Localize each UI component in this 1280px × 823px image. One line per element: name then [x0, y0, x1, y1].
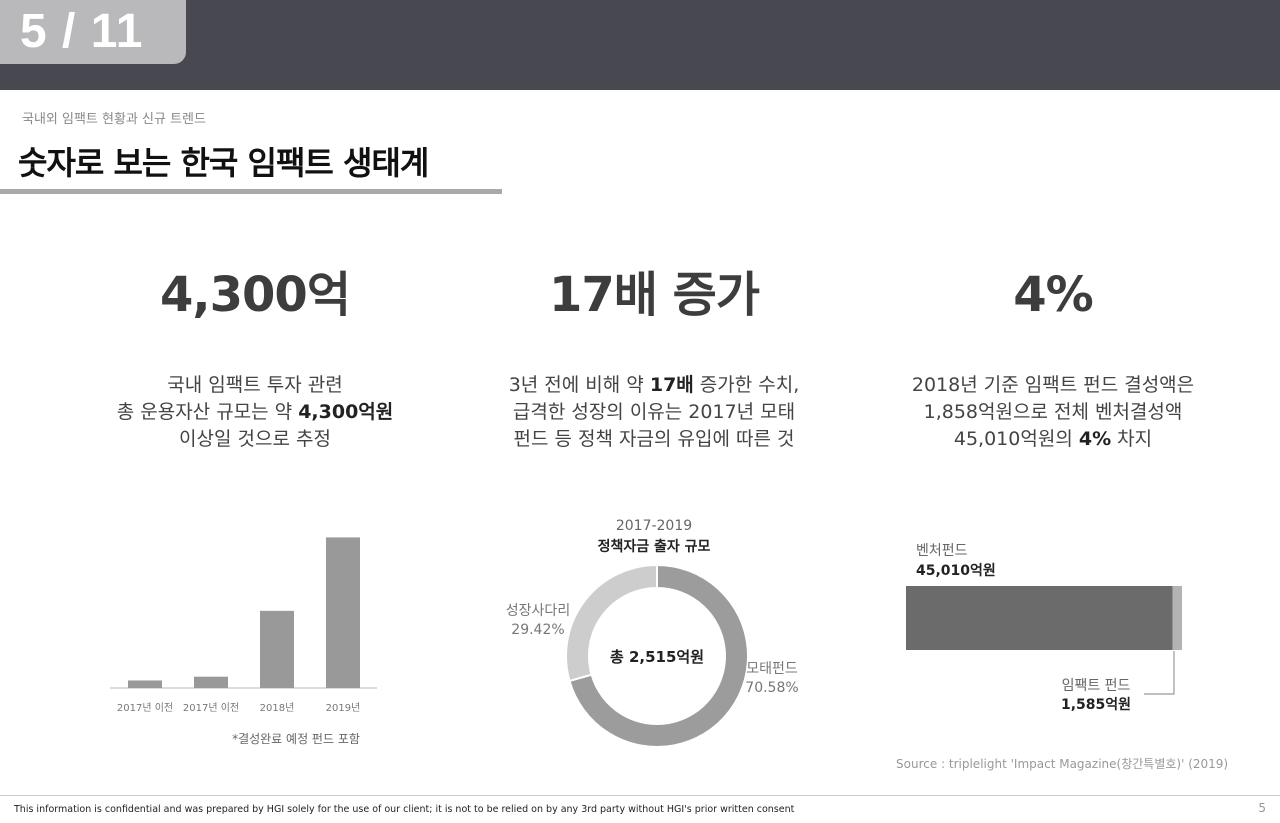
bar-category-label: 2017년 이전: [117, 702, 173, 714]
desc-line: 급격한 성장의 이유는 2017년 모태: [512, 401, 796, 423]
aum-bar-chart: 2017년 이전 2017년 이전 2018년 2019년 *결성완료 예정 펀드 포…: [110, 537, 377, 746]
title-underline: [0, 189, 502, 194]
desc-line: 1,858억원으로 전체 벤처결성액: [923, 401, 1183, 423]
bar: [194, 676, 228, 688]
policy-fund-donut-chart: 2017-2019 정책자금 출자 규모 총 2,515억원 성장사다리 29.…: [506, 518, 799, 748]
page-title: 숫자로 보는 한국 임팩트 생태계: [18, 144, 429, 182]
breadcrumb: 국내외 임팩트 현황과 신규 트렌드: [22, 112, 206, 127]
stat-column-aum: 4,300억 국내 임팩트 투자 관련 총 운용자산 규모는 약 4,300억원…: [45, 260, 465, 453]
footer-divider: [0, 795, 1280, 796]
venture-fund-value: 45,010억원: [916, 563, 996, 579]
venture-fund-name: 벤처펀드: [916, 543, 968, 559]
desc-line: 3년 전에 비해 약 17배 증가한 수치,: [508, 374, 800, 396]
desc-line: 45,010억원의 4% 차지: [953, 428, 1153, 450]
stat-headline: 17배 증가: [549, 267, 760, 323]
donut-center-label: 총 2,515억원: [610, 648, 704, 666]
bar: [326, 537, 360, 688]
donut-title: 정책자금 출자 규모: [598, 538, 711, 555]
donut-label-sadari-name: 성장사다리: [506, 603, 570, 619]
source-citation: Source : triplelight 'Impact Magazine(창간…: [896, 757, 1229, 771]
top-bar: [0, 0, 1280, 90]
stat-description: 국내 임팩트 투자 관련 총 운용자산 규모는 약 4,300억원 이상일 것으…: [45, 372, 465, 453]
donut-slice: [568, 563, 749, 748]
donut-slice: [565, 563, 658, 683]
page-indicator-badge: 5 / 11: [0, 0, 186, 64]
donut-label-motae-name: 모태펀드: [746, 661, 798, 677]
stat-column-growth: 17배 증가 3년 전에 비해 약 17배 증가한 수치, 급격한 성장의 이유…: [444, 260, 864, 453]
desc-line: 2018년 기준 임팩트 펀드 결성액은: [911, 374, 1195, 396]
desc-line: 펀드 등 정책 자금의 유입에 따른 것: [513, 428, 795, 450]
donut-label-sadari-value: 29.42%: [511, 622, 564, 638]
stat-headline: 4%: [1013, 267, 1094, 323]
impact-fund-leader-line: [1144, 651, 1175, 695]
donut-title-period: 2017-2019: [616, 518, 692, 534]
footer-page-number: 5: [1258, 801, 1266, 815]
stacked-bar-segment: [906, 586, 1173, 650]
bar-chart-footnote: *결성완료 예정 펀드 포함: [232, 732, 360, 746]
donut-label-motae-value: 70.58%: [745, 680, 798, 696]
footer-disclaimer: This information is confidential and was…: [14, 804, 795, 815]
impact-fund-value: 1,585억원: [1061, 697, 1131, 713]
page-indicator: 5 / 11: [20, 5, 144, 58]
fund-share-bar-chart: 벤처펀드 45,010억원 임팩트 펀드 1,585억원: [906, 543, 1182, 713]
stat-description: 3년 전에 비해 약 17배 증가한 수치, 급격한 성장의 이유는 2017년…: [444, 372, 864, 453]
desc-line: 이상일 것으로 추정: [179, 428, 331, 450]
bar-category-label: 2018년: [260, 702, 295, 714]
bar-category-label: 2019년: [326, 702, 361, 714]
bar: [260, 610, 294, 688]
bar: [128, 680, 162, 688]
desc-line: 총 운용자산 규모는 약 4,300억원: [116, 401, 394, 423]
stat-headline: 4,300억: [160, 267, 351, 323]
stat-description: 2018년 기준 임팩트 펀드 결성액은 1,858억원으로 전체 벤처결성액 …: [843, 372, 1263, 453]
stacked-bar-segment: [1172, 586, 1182, 650]
impact-fund-name: 임팩트 펀드: [1062, 678, 1131, 694]
desc-line: 국내 임팩트 투자 관련: [167, 374, 343, 396]
stat-column-share: 4% 2018년 기준 임팩트 펀드 결성액은 1,858억원으로 전체 벤처결…: [843, 260, 1263, 453]
bar-category-label: 2017년 이전: [183, 702, 239, 714]
